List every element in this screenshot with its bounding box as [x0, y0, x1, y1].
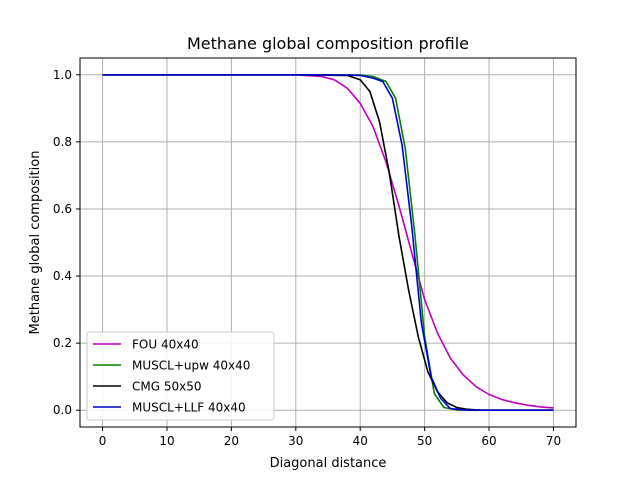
series-line-fou-40x40 [102, 74, 554, 409]
x-tick-label: 60 [481, 434, 496, 448]
y-tick-label: 1.0 [53, 68, 72, 82]
legend-label: MUSCL+LLF 40x40 [132, 401, 246, 415]
x-tick-label: 50 [417, 434, 432, 448]
x-tick-label: 30 [288, 434, 303, 448]
series-layer [102, 74, 554, 412]
x-tick-label: 70 [546, 434, 561, 448]
x-tick-label: 20 [224, 434, 239, 448]
legend: FOU 40x40 MUSCL+upw 40x40 CMG 50x50 MUSCL+L… [86, 331, 275, 421]
legend-label: FOU 40x40 [132, 338, 199, 352]
x-tick-label: 40 [353, 434, 368, 448]
plot-frame [79, 57, 577, 428]
legend-label: MUSCL+upw 40x40 [132, 359, 250, 373]
y-axis-label: Methane global composition [28, 151, 43, 335]
x-axis-label: Diagonal distance [270, 456, 387, 471]
chart-title: Methane global composition profile [187, 34, 469, 53]
y-tick-label: 0.8 [53, 135, 72, 149]
y-tick-label: 0.4 [53, 269, 72, 283]
axis-ticks: 0 10 20 30 40 50 60 70 0.0 0.2 0.4 0.6 0.8 1.0 [53, 68, 561, 448]
y-tick-label: 0.6 [53, 202, 72, 216]
y-tick-label: 0.2 [53, 336, 72, 350]
series-line-muscl-llf-40x40 [102, 74, 554, 412]
legend-label: CMG 50x50 [132, 380, 202, 394]
x-tick-label: 10 [159, 434, 174, 448]
y-tick-label: 0.0 [53, 403, 72, 417]
legend-box [86, 331, 275, 421]
x-tick-label: 0 [99, 434, 107, 448]
